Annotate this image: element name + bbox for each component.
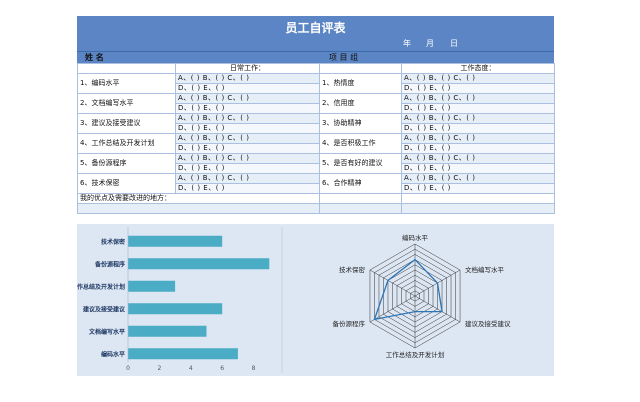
section-work-attitude: 工作态度：: [401, 63, 555, 74]
self-evaluation-sheet: 员工自评表 年 月 日 姓 名 项 目 组 日常工作： 工作态度： 1、编码水平…: [77, 16, 555, 214]
bar-备份源程序: [128, 258, 270, 270]
right-item-label: 4、是否积极工作: [319, 133, 402, 154]
right-item-options[interactable]: D、( ) E、( ): [401, 143, 555, 154]
month-label: 月: [426, 39, 434, 48]
notes-row: [77, 203, 555, 214]
name-bar: 姓 名 项 目 组: [77, 51, 554, 63]
left-item-options[interactable]: D、( ) E、( ): [175, 163, 320, 174]
blank-cell: [319, 63, 402, 74]
bar-category-label: 备份源程序: [94, 260, 125, 268]
left-item-options[interactable]: A、( ) B、( ) C、( ): [175, 93, 320, 104]
table-row: 4、工作总结及开发计划 A、( ) B、( ) C、( ) 4、是否积极工作 A、( …: [77, 133, 555, 154]
charts-panel: 技术保密 备份源程序 作总结及开发计划 建议及接受建议 文档编写水平 编码水平 0 2 4 6 8 编…: [77, 224, 554, 376]
right-item-label: 5、是否有好的建议: [319, 153, 402, 174]
x-tick-label: 6: [220, 365, 224, 372]
x-tick-label: 0: [126, 365, 130, 372]
right-item-options[interactable]: D、( ) E、( ): [401, 163, 555, 174]
left-item-label: 3、建议及接受建议: [77, 113, 176, 134]
bar-category-label: 文档编写水平: [88, 328, 125, 336]
radar-axis-label: 工作总结及开发计划: [386, 350, 445, 359]
x-tick-label: 2: [157, 365, 161, 372]
left-item-options[interactable]: A、( ) B、( ) C、( ): [175, 73, 320, 84]
radar-axis-label: 建议及接受建议: [465, 319, 511, 328]
right-item-label: 6、合作精神: [319, 173, 402, 194]
blank-cell: [401, 193, 555, 204]
right-item-options[interactable]: D、( ) E、( ): [401, 123, 555, 134]
radar-axis-label: 技术保密: [339, 265, 366, 274]
radar-series: [373, 258, 443, 321]
notes-input-cell[interactable]: [77, 203, 320, 214]
notes-input-cell[interactable]: [319, 203, 402, 214]
left-item-options[interactable]: A、( ) B、( ) C、( ): [175, 173, 320, 184]
table-row: 2、文档编写水平 A、( ) B、( ) C、( ) 2、信用度 A、( ) B、( …: [77, 93, 555, 114]
left-item-options[interactable]: D、( ) E、( ): [175, 143, 320, 154]
left-item-label: 2、文档编写水平: [77, 93, 176, 114]
blank-cell: [77, 63, 176, 74]
day-label: 日: [450, 39, 458, 48]
left-item-label: 5、备份源程序: [77, 153, 176, 174]
advantages-row: 我的优点及需要改进的地方：: [77, 193, 555, 204]
radar-spoke: [369, 269, 416, 297]
radar-axis-label: 文档编写水平: [465, 265, 505, 274]
left-item-options[interactable]: D、( ) E、( ): [175, 83, 320, 94]
left-item-label: 1、编码水平: [77, 73, 176, 94]
left-item-options[interactable]: D、( ) E、( ): [175, 103, 320, 114]
sheet-title: 员工自评表: [285, 21, 346, 35]
blank-cell: [319, 193, 402, 204]
bar-category-label: 建议及接受建议: [83, 305, 126, 313]
right-item-options[interactable]: A、( ) B、( ) C、( ): [401, 93, 555, 104]
name-label: 姓 名: [85, 53, 104, 62]
bar-category-label: 技术保密: [101, 238, 125, 246]
right-item-options[interactable]: D、( ) E、( ): [401, 83, 555, 94]
x-tick-label: 8: [252, 365, 256, 372]
left-item-label: 6、技术保密: [77, 173, 176, 194]
left-item-options[interactable]: A、( ) B、( ) C、( ): [175, 113, 320, 124]
section-daily-work: 日常工作：: [175, 63, 320, 74]
bar-工作总结及开发计划: [128, 280, 176, 292]
bar-category-label: 作总结及开发计划: [77, 283, 125, 291]
left-item-label: 4、工作总结及开发计划: [77, 133, 176, 154]
right-item-options[interactable]: D、( ) E、( ): [401, 103, 555, 114]
table-row: 5、备份源程序 A、( ) B、( ) C、( ) 5、是否有好的建议 A、( ) B…: [77, 153, 555, 174]
right-item-options[interactable]: D、( ) E、( ): [401, 183, 555, 194]
table-row: 6、技术保密 A、( ) B、( ) C、( ) 6、合作精神 A、( ) B、( )…: [77, 173, 555, 194]
bar-技术保密: [128, 235, 223, 247]
radar-axis-label: 编码水平: [402, 233, 429, 242]
table-row: 1、编码水平 A、( ) B、( ) C、( ) 1、热情度 A、( ) B、( ) …: [77, 73, 555, 94]
x-tick-label: 4: [189, 365, 193, 372]
left-item-options[interactable]: D、( ) E、( ): [175, 183, 320, 194]
bar-文档编写水平: [128, 325, 207, 337]
right-item-options[interactable]: A、( ) B、( ) C、( ): [401, 133, 555, 144]
right-item-options[interactable]: A、( ) B、( ) C、( ): [401, 113, 555, 124]
table-row: 3、建议及接受建议 A、( ) B、( ) C、( ) 3、协助精神 A、( ) B、…: [77, 113, 555, 134]
radar-axis-label: 备份源程序: [332, 319, 365, 328]
left-item-options[interactable]: A、( ) B、( ) C、( ): [175, 133, 320, 144]
advantages-label: 我的优点及需要改进的地方：: [77, 193, 320, 204]
radar-spoke: [369, 295, 416, 323]
radar-spoke: [414, 295, 461, 323]
left-item-options[interactable]: A、( ) B、( ) C、( ): [175, 153, 320, 164]
right-item-label: 1、热情度: [319, 73, 402, 94]
right-item-options[interactable]: A、( ) B、( ) C、( ): [401, 73, 555, 84]
title-bar: 员工自评表 年 月 日: [77, 16, 554, 51]
bar-建议及接受建议: [128, 303, 223, 315]
year-label: 年: [403, 39, 411, 48]
right-item-options[interactable]: A、( ) B、( ) C、( ): [401, 153, 555, 164]
left-item-options[interactable]: D、( ) E、( ): [175, 123, 320, 134]
bar-编码水平: [128, 348, 238, 360]
evaluation-table: 日常工作： 工作态度： 1、编码水平 A、( ) B、( ) C、( ) 1、热情度…: [77, 63, 555, 214]
right-item-label: 2、信用度: [319, 93, 402, 114]
notes-input-cell[interactable]: [401, 203, 555, 214]
right-item-options[interactable]: A、( ) B、( ) C、( ): [401, 173, 555, 184]
right-item-label: 3、协助精神: [319, 113, 402, 134]
project-label: 项 目 组: [329, 53, 359, 62]
bar-category-label: 编码水平: [101, 350, 125, 358]
